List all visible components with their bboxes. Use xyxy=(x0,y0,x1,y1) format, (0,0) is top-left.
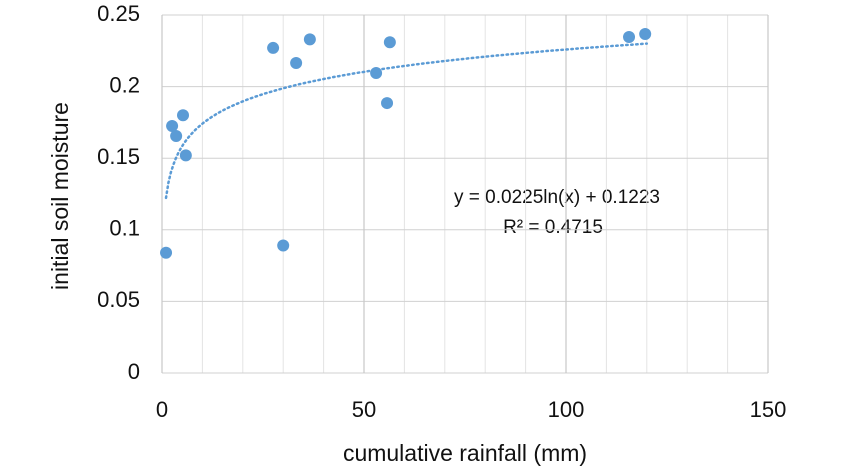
y-tick-label: 0.05 xyxy=(97,287,140,312)
data-point xyxy=(170,130,183,143)
y-tick-label: 0.2 xyxy=(109,72,140,97)
y-tick-label: 0.25 xyxy=(97,1,140,26)
data-point xyxy=(383,36,396,49)
data-point xyxy=(166,119,179,132)
x-tick-label: 0 xyxy=(156,397,168,422)
data-point xyxy=(370,66,383,79)
data-point xyxy=(290,56,303,69)
x-tick-label: 150 xyxy=(750,397,787,422)
data-point xyxy=(267,41,280,54)
trendline-equation: y = 0.0225ln(x) + 0.1223 xyxy=(454,187,660,208)
data-point xyxy=(623,31,636,44)
trendline xyxy=(164,42,649,200)
data-point xyxy=(381,97,394,110)
x-axis-title: cumulative rainfall (mm) xyxy=(343,440,587,466)
x-tick-label: 50 xyxy=(352,397,376,422)
data-point xyxy=(277,239,290,252)
data-point xyxy=(179,149,192,162)
trendline-r-squared: R² = 0.4715 xyxy=(503,217,603,238)
y-tick-label: 0 xyxy=(128,359,140,384)
y-tick-label: 0.15 xyxy=(97,144,140,169)
y-axis-title: initial soil moisture xyxy=(47,102,73,290)
y-tick-label: 0.1 xyxy=(109,216,140,241)
data-point xyxy=(160,246,173,259)
data-point xyxy=(639,28,652,41)
x-tick-label: 100 xyxy=(548,397,585,422)
data-point xyxy=(177,109,190,122)
data-point xyxy=(303,33,316,46)
